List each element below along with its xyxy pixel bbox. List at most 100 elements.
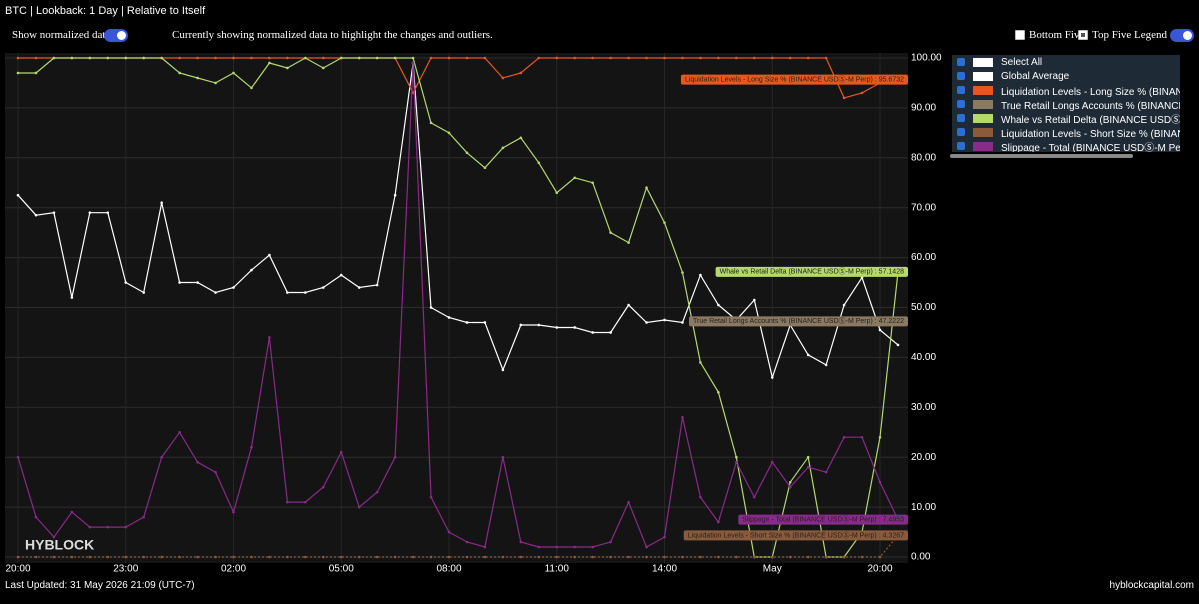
data-point [537,56,541,60]
data-point [465,555,469,559]
legend-checkbox[interactable] [957,58,965,67]
legend: Select All Global Average Liquidation Leve… [952,55,1180,152]
data-point [752,56,756,60]
data-point [681,415,684,419]
legend-checkbox[interactable] [957,100,965,109]
data-point [555,191,559,195]
data-point [70,56,74,60]
data-point [878,435,882,439]
data-point [627,555,630,559]
data-point [752,298,756,302]
data-point [627,241,630,244]
end-tag: True Retail Longs Accounts % (BINANCE US… [689,316,908,327]
data-point [519,555,523,559]
data-point [447,316,451,319]
data-point [321,485,325,489]
data-point [52,211,56,214]
data-point [591,56,594,60]
legend-swatch [973,141,993,151]
data-point [537,323,541,327]
end-tag-bg [683,530,908,541]
data-point [501,555,505,559]
end-tag-bg [738,514,908,525]
legend-item[interactable]: Whale vs Retail Delta (BINANCE USDⓈ-M Pe… [952,112,1180,126]
legend-item[interactable]: Select All [952,56,1180,70]
data-point [788,480,792,484]
data-point [16,555,20,559]
data-point [106,525,110,529]
data-point [160,201,163,205]
data-point [196,76,199,80]
data-point [699,495,702,499]
legend-checkbox[interactable] [957,86,965,95]
end-tag-bg [689,316,908,327]
y-tick-label: 70.00 [911,202,936,213]
data-point [268,555,271,559]
data-point [429,306,433,309]
y-tick-label: 100.00 [911,53,942,64]
data-point [429,495,433,499]
data-point [160,56,163,60]
normalized-label: Show normalized data [12,29,111,41]
legend-item[interactable]: Liquidation Levels - Long Size % (BINANC… [952,84,1180,98]
top-five[interactable]: Top Five [1078,29,1131,41]
y-tick-label: 80.00 [911,152,936,163]
data-point [106,555,110,559]
data-point [465,56,469,60]
end-tag-bg [680,74,908,85]
watermark: HYBLOCK [25,537,94,553]
data-point [896,343,900,347]
data-point [286,555,289,559]
legend-checkbox[interactable] [957,128,965,137]
data-point [465,540,469,544]
data-point [214,555,217,559]
data-point [483,56,487,60]
data-point [591,181,594,185]
data-point [501,455,505,459]
data-point [627,500,630,504]
legend-checkbox[interactable] [957,114,965,123]
data-point [106,56,110,60]
status-text: Currently showing normalized data to hig… [172,29,493,41]
data-point [609,56,612,60]
data-point [214,470,217,474]
data-point [663,56,666,60]
series-line [18,535,899,558]
legend-item[interactable]: Liquidation Levels - Short Size % (BINAN… [952,126,1180,140]
x-tick-label: 02:00 [221,564,246,575]
legend-toggle[interactable] [1170,29,1194,42]
legend-checkbox[interactable] [957,72,965,81]
data-point [34,555,38,559]
data-point [196,555,199,559]
data-point [699,361,702,364]
data-point [806,465,810,469]
data-point [447,56,451,60]
data-point [770,56,774,60]
data-point [824,470,828,474]
data-point [447,555,451,559]
normalized-toggle[interactable] [104,29,128,42]
data-point [268,336,271,339]
data-point [16,193,20,197]
data-point [717,555,720,559]
legend-item[interactable]: Global Average [952,70,1180,84]
data-point [357,555,361,559]
data-point [124,555,128,559]
data-point [663,555,666,559]
data-point [483,166,487,170]
bottom-five[interactable]: Bottom Five [1015,29,1084,41]
end-tag-bg [715,266,908,277]
legend-item[interactable]: True Retail Longs Accounts % (BINANCE US… [952,98,1180,112]
end-tag-label: Liquidation Levels - Short Size % (BINAN… [688,531,904,539]
legend-item[interactable]: Slippage - Total (BINANCE USDⓈ-M Perp) [952,140,1180,152]
end-tag-label: True Retail Longs Accounts % (BINANCE US… [693,317,904,325]
legend-scrollbar[interactable] [950,154,1133,158]
data-point [663,535,666,539]
legend-swatch [973,57,993,67]
data-point [735,455,738,459]
data-point [232,555,235,559]
y-tick-label: 20.00 [911,452,936,463]
legend-checkbox[interactable] [957,142,965,151]
data-point [393,555,397,559]
